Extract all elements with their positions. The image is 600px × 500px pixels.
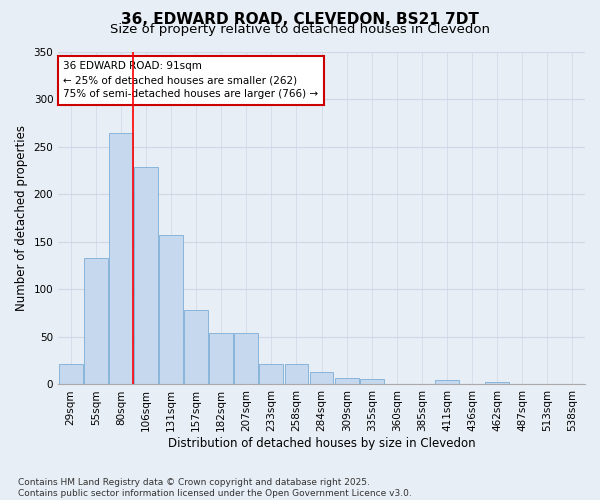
Bar [84, 258, 108, 384]
Bar [335, 378, 359, 384]
Text: 36, EDWARD ROAD, CLEVEDON, BS21 7DT: 36, EDWARD ROAD, CLEVEDON, BS21 7DT [121, 12, 479, 28]
Y-axis label: Number of detached properties: Number of detached properties [15, 125, 28, 311]
Text: Size of property relative to detached houses in Clevedon: Size of property relative to detached ho… [110, 22, 490, 36]
Text: Contains HM Land Registry data © Crown copyright and database right 2025.
Contai: Contains HM Land Registry data © Crown c… [18, 478, 412, 498]
Bar [259, 364, 283, 384]
Bar [310, 372, 334, 384]
Text: 36 EDWARD ROAD: 91sqm
← 25% of detached houses are smaller (262)
75% of semi-det: 36 EDWARD ROAD: 91sqm ← 25% of detached … [64, 62, 319, 100]
Bar [184, 310, 208, 384]
X-axis label: Distribution of detached houses by size in Clevedon: Distribution of detached houses by size … [168, 437, 475, 450]
Bar [59, 364, 83, 384]
Bar [360, 379, 383, 384]
Bar [284, 364, 308, 384]
Bar [209, 333, 233, 384]
Bar [485, 382, 509, 384]
Bar [159, 235, 183, 384]
Bar [109, 134, 133, 384]
Bar [134, 166, 158, 384]
Bar [435, 380, 459, 384]
Bar [235, 333, 258, 384]
